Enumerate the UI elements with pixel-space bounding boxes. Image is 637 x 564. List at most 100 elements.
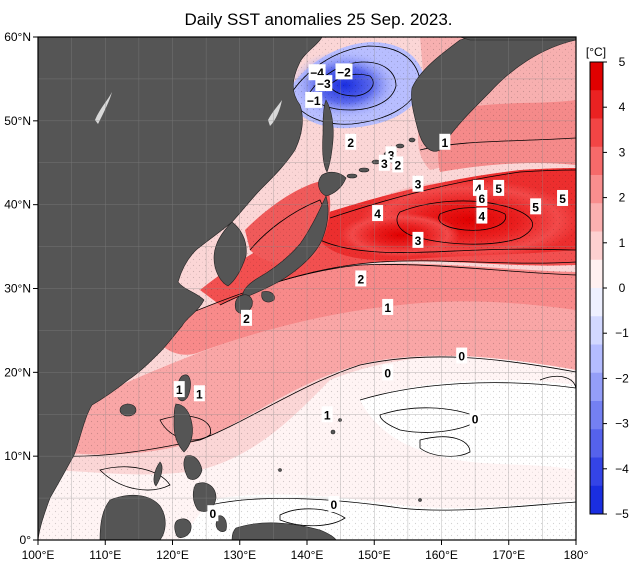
lat-tick-label: 30°N [4,282,31,296]
palawan-island [153,461,163,487]
map-title: Daily SST anomalies 25 Sep. 2023. [184,10,453,29]
contour-label-bg [328,495,340,512]
colorbar-tick-label: −2 [615,371,629,385]
contour-label-text: 4 [475,182,482,196]
contour-label: 0 [207,505,219,522]
colorbar-swatch [590,485,603,515]
contour-label-bg [207,505,219,522]
contour-label-bg [372,205,384,222]
contour-label-bg [439,133,451,150]
contour-label-text: 6 [479,192,486,206]
contour-label-bg [315,75,333,92]
colorbar-tick-label: −3 [615,417,629,431]
hokkaido-island [318,171,347,197]
contour-label-bg [335,63,353,80]
latitude-axis: 60°N 50°N 40°N 30°N 20°N 10°N 0° [4,30,38,547]
lon-tick-label: 130°E [223,548,256,562]
contour-label: 3 [412,175,424,192]
contour-label-text: 0 [472,412,479,426]
contour-label-text: 3 [381,157,388,171]
lon-tick-label: 100°E [22,548,55,562]
lon-tick-label: 150°E [358,548,391,562]
contour-label-text: 5 [495,182,502,196]
contour-label-text: 3 [415,178,422,192]
colorbar-tick-label: −5 [615,507,629,521]
colorbar-swatch [590,259,603,289]
colorbar-tick-label: −4 [615,462,629,476]
contour-label: 1 [439,133,451,150]
borneo-island [99,494,166,540]
contour-label-text: 1 [384,301,391,315]
halmahera-island [215,515,227,532]
contour-label: 1 [173,381,185,398]
grid-lines [38,37,576,540]
contour-label-bg [476,189,488,206]
lon-tick-label: 170°E [492,548,525,562]
contour-label-text: 4 [479,210,486,224]
contour-label-text: 1 [324,408,331,422]
contour-label-bg [378,154,390,171]
kamchatka-peninsula [459,37,576,41]
contour-label-bg [469,410,481,427]
contour-label: 2 [355,270,367,287]
contour-label-bg [412,231,424,248]
contour-label-bg [193,385,205,402]
lon-tick-label: 160°E [425,548,458,562]
contour-label: 3 [412,231,424,248]
contour-label: 4 [472,179,484,196]
contour-label-text: 3 [388,148,395,162]
contour-label-bg [385,146,397,163]
lat-tick-label: 20°N [4,365,31,379]
contour-label: 6 [476,189,488,206]
contour-label: 4 [372,205,384,222]
contour-label-text: 5 [532,200,539,214]
contour-label-bg [557,189,569,206]
contour-label: −1 [305,91,323,108]
contour-label: 2 [240,309,252,326]
lon-tick-label: 120°E [156,548,189,562]
sulawesi-island [174,518,192,538]
colorbar-swatch [590,401,603,430]
kamchatka-peninsula [411,37,576,152]
contour-label-bg [476,207,488,224]
contour-label-bg [530,198,542,215]
contour-label-bg [412,175,424,192]
hainan-island [119,403,137,417]
colorbar-unit: [°C] [586,45,606,59]
contour-label-text: 4 [374,207,381,221]
contour-label-bg [472,179,484,196]
contour-label: 1 [382,298,394,315]
contour-label-text: 5 [559,192,566,206]
contour-label: 3 [378,154,390,171]
lon-tick-label: 180° [564,548,589,562]
colorbar-swatch [590,372,603,402]
lat-tick-label: 10°N [4,449,31,463]
shikoku-island [261,291,275,303]
contour-label-text: −2 [337,65,351,79]
visayas-islands [183,455,203,480]
contour-label-text: 1 [196,387,203,401]
contour-label-text: 2 [357,272,364,286]
colorbar-tick-label: −1 [615,326,629,340]
contour-label-text: 1 [176,383,183,397]
contour-label: 1 [321,406,333,423]
colorbar-tick-label: 2 [619,191,626,205]
korean-peninsula [213,221,247,287]
contour-label: 0 [456,347,468,364]
colorbar-tick-label: 1 [619,236,626,250]
contour-label: 1 [193,385,205,402]
colorbar-tick-label: 3 [619,145,626,159]
contour-label: 5 [530,198,542,215]
contour-label-text: 2 [347,136,354,150]
contour-label-text: −3 [317,77,331,91]
contour-label-bg [382,298,394,315]
contour-label-bg [355,270,367,287]
colorbar-swatch [590,175,603,204]
lake-baikal [95,92,112,124]
colorbar-swatch [590,146,603,176]
lat-tick-label: 40°N [4,198,31,212]
contour-label-text: 0 [384,366,391,380]
contour-label-bg [456,347,468,364]
